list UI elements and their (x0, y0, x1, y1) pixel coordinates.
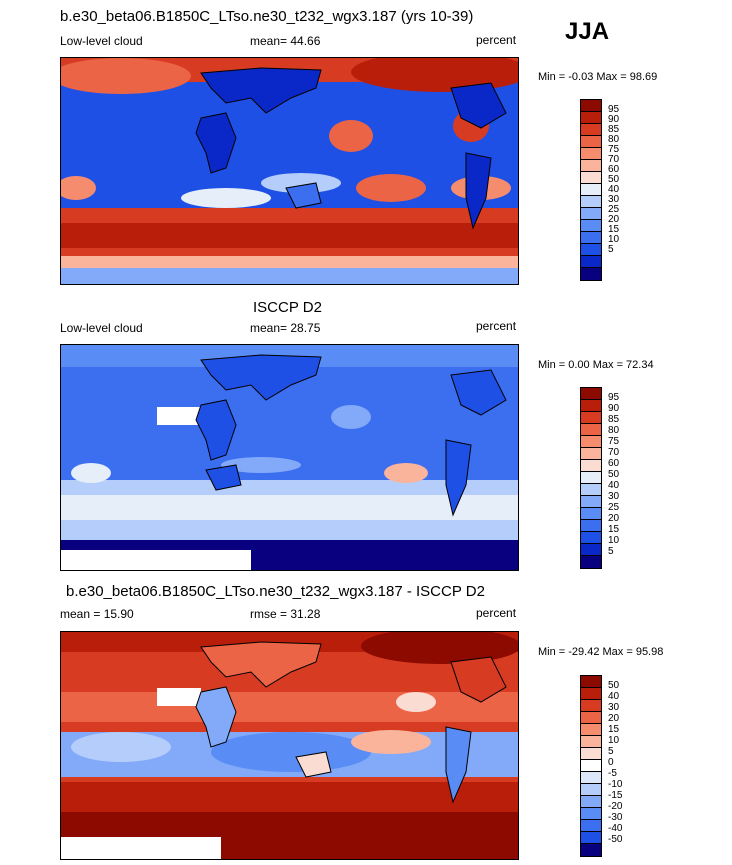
cbar2-label: 25 (608, 502, 620, 513)
panel3-mean: mean = 15.90 (60, 607, 134, 621)
cbar2-label: 75 (608, 436, 620, 447)
panel3-rmse: rmse = 31.28 (250, 607, 321, 621)
cbar2-label: 80 (608, 425, 620, 436)
cbar1-label: 95 (608, 104, 620, 115)
cbar1-label: 15 (608, 224, 620, 235)
panel1-units: percent (476, 33, 517, 47)
cbar3-label: 10 (608, 735, 620, 746)
panel3-units: percent (476, 606, 517, 620)
panel2-map (60, 344, 519, 571)
season-label: JJA (565, 18, 610, 45)
cbar2-label: 20 (608, 513, 620, 524)
cbar1-label: 60 (608, 164, 620, 175)
cbar3-label: 5 (608, 746, 614, 757)
cbar3-label: -20 (608, 801, 623, 812)
cbar1-label: 90 (608, 114, 620, 125)
cbar2-label: 10 (608, 535, 620, 546)
panel1-title: b.e30_beta06.B1850C_LTso.ne30_t232_wgx3.… (60, 8, 474, 25)
cbar2-label: 85 (608, 414, 620, 425)
cbar3-label: -40 (608, 823, 623, 834)
cbar3-label: 20 (608, 713, 620, 724)
cbar2-label: 5 (608, 546, 614, 557)
cbar3-label: 30 (608, 702, 620, 713)
panel1-minmax: Min = -0.03 Max = 98.69 (538, 71, 658, 83)
cbar2-label: 50 (608, 469, 620, 480)
cbar3-label: -5 (608, 768, 617, 779)
panel1-mean: mean= 44.66 (250, 34, 321, 48)
cbar2-label: 60 (608, 458, 620, 469)
panel3-minmax: Min = -29.42 Max = 95.98 (538, 646, 664, 658)
cbar1-label: 40 (608, 184, 620, 195)
panel1-map (60, 57, 519, 285)
panel2-variable: Low-level cloud (60, 321, 143, 335)
cbar1-label: 30 (608, 194, 620, 205)
cbar3-label: 50 (608, 680, 620, 691)
panel2-colorbar (580, 387, 602, 569)
cbar2-label: 95 (608, 392, 620, 403)
cbar2-label: 15 (608, 524, 620, 535)
cbar1-label: 5 (608, 244, 614, 255)
panel3-colorbar (580, 675, 602, 857)
cbar1-label: 50 (608, 174, 620, 185)
panel2-minmax: Min = 0.00 Max = 72.34 (538, 359, 654, 371)
cbar3-label: -10 (608, 779, 623, 790)
cbar2-label: 70 (608, 447, 620, 458)
panel3-title: b.e30_beta06.B1850C_LTso.ne30_t232_wgx3.… (66, 583, 485, 600)
panel1-colorbar (580, 99, 602, 281)
panel2-mean: mean= 28.75 (250, 321, 321, 335)
cbar1-label: 80 (608, 134, 620, 145)
cbar3-label: -30 (608, 812, 623, 823)
cbar3-label: -15 (608, 790, 623, 801)
cbar2-label: 30 (608, 491, 620, 502)
panel3-map (60, 631, 519, 860)
panel2-title: ISCCP D2 (253, 299, 322, 316)
cbar3-label: 0 (608, 757, 614, 768)
cbar1-label: 20 (608, 214, 620, 225)
cbar3-label: -50 (608, 834, 623, 845)
cbar3-label: 40 (608, 691, 620, 702)
panel1-variable: Low-level cloud (60, 34, 143, 48)
cbar2-label: 90 (608, 403, 620, 414)
cbar3-label: 15 (608, 724, 620, 735)
cbar1-label: 75 (608, 144, 620, 155)
panel2-units: percent (476, 319, 517, 333)
cbar1-label: 25 (608, 204, 620, 215)
cbar2-label: 40 (608, 480, 620, 491)
cbar1-label: 85 (608, 124, 620, 135)
cbar1-label: 70 (608, 154, 620, 165)
cbar1-label: 10 (608, 234, 620, 245)
